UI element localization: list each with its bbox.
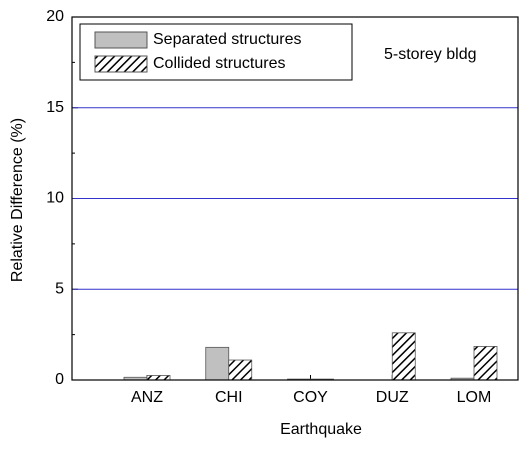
bar [391,332,416,381]
plot-frame [71,16,519,381]
y-tick-label: 0 [55,371,64,388]
y-axis-title: Relative Difference (%) [9,118,26,282]
annotation: 5-storey bldg [384,46,477,63]
bar [146,375,171,381]
legend-label: Separated structures [153,31,302,48]
y-tick-label: 5 [55,280,64,297]
x-tick-label: CHI [215,389,243,406]
x-tick-label: LOM [457,389,492,406]
y-tick-label: 15 [46,99,64,116]
x-tick-label: ANZ [131,389,163,406]
bar [205,346,230,381]
bar [228,359,253,381]
x-tick-label: DUZ [376,389,409,406]
legend-swatch [94,55,148,73]
bar [473,346,498,381]
legend-swatch [94,31,148,49]
x-tick-label: COY [293,389,328,406]
y-tick-label: 10 [46,190,64,207]
legend-label: Collided structures [153,55,286,72]
x-axis-title: Earthquake [280,421,362,438]
y-tick-label: 20 [46,8,64,25]
